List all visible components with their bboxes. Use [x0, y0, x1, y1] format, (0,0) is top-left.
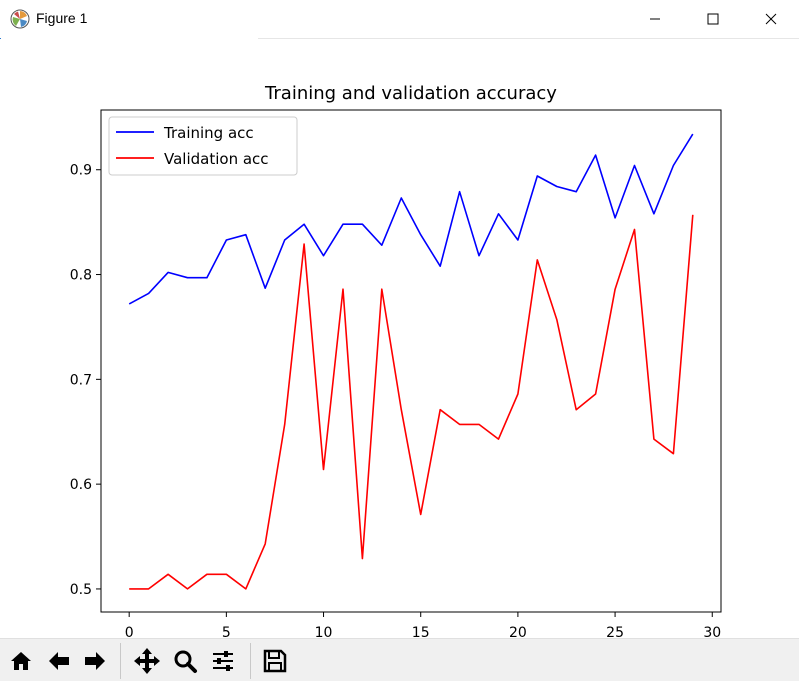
legend-label: Validation acc	[164, 150, 269, 168]
x-tick-label: 20	[509, 625, 527, 638]
move-icon	[134, 648, 160, 674]
search-icon	[174, 650, 197, 673]
x-tick-label: 10	[315, 625, 333, 638]
y-tick-label: 0.9	[70, 163, 92, 179]
configure-subplots-button[interactable]	[208, 646, 238, 676]
arrow-left-icon	[49, 652, 69, 670]
home-button[interactable]	[6, 646, 36, 676]
close-icon	[765, 13, 777, 25]
home-icon	[11, 652, 31, 670]
back-button[interactable]	[44, 646, 74, 676]
save-button[interactable]	[260, 646, 290, 676]
save-icon	[263, 649, 287, 673]
pan-button[interactable]	[132, 646, 162, 676]
figure-canvas[interactable]: Training and validation accuracy 0 5 10 15 2…	[0, 39, 799, 641]
window-title: Figure 1	[36, 10, 88, 26]
y-tick-label: 0.5	[70, 582, 92, 598]
sliders-icon	[213, 651, 233, 671]
navigation-toolbar	[0, 638, 799, 681]
arrow-right-icon	[85, 652, 105, 670]
matplotlib-icon	[10, 9, 30, 29]
close-button[interactable]	[744, 0, 798, 38]
x-tick-label: 5	[222, 625, 231, 638]
title-bar-divider	[258, 38, 799, 39]
toolbar-separator	[250, 643, 251, 679]
title-bar[interactable]: Figure 1	[0, 0, 799, 38]
zoom-button[interactable]	[170, 646, 200, 676]
toolbar-separator	[120, 643, 121, 679]
x-tick-label: 15	[412, 625, 430, 638]
x-tick-label: 25	[606, 625, 624, 638]
y-tick-label: 0.7	[70, 372, 92, 388]
legend-box	[108, 116, 298, 176]
y-tick-label: 0.6	[70, 477, 92, 493]
series-line-training-acc	[128, 133, 694, 305]
maximize-icon	[707, 13, 719, 25]
minimize-button[interactable]	[628, 0, 682, 38]
y-tick-label: 0.8	[70, 268, 92, 284]
x-tick-label: 0	[125, 625, 134, 638]
x-tick-label: 30	[703, 625, 721, 638]
legend-label: Training acc	[163, 124, 254, 142]
minimize-icon	[650, 18, 660, 20]
maximize-button[interactable]	[686, 0, 740, 38]
plot-frame	[100, 109, 722, 613]
forward-button[interactable]	[80, 646, 110, 676]
series-line-validation-acc	[129, 214, 694, 590]
chart-title: Training and validation accuracy	[264, 83, 557, 104]
accuracy-chart: Training and validation accuracy 0 5 10 15 2…	[70, 83, 722, 641]
